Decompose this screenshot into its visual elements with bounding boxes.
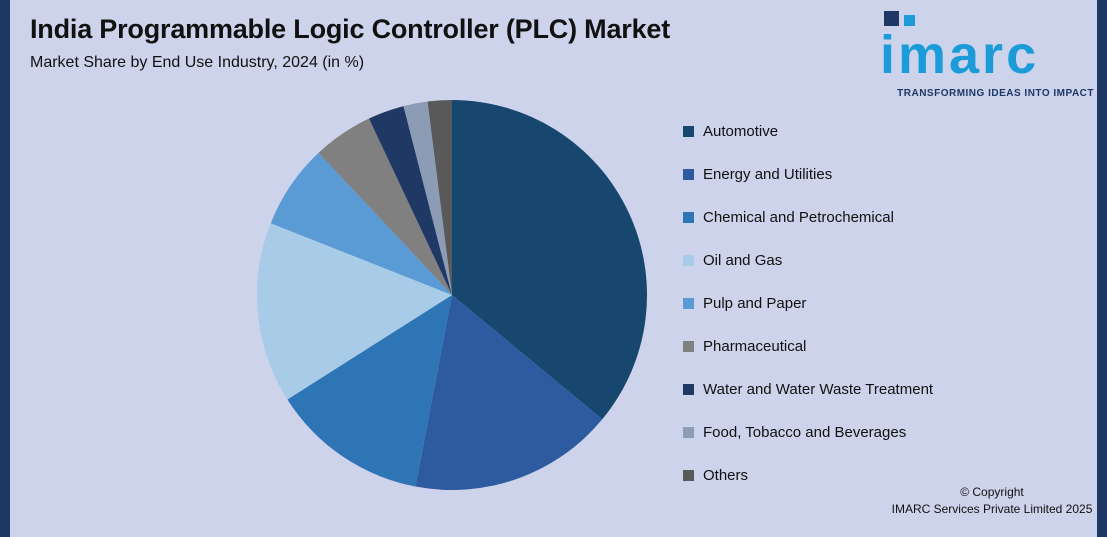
legend-item-8: Others xyxy=(683,454,933,497)
legend-swatch-icon xyxy=(683,126,694,137)
copyright-line2: IMARC Services Private Limited 2025 xyxy=(891,502,1093,517)
pie-slice-6 xyxy=(368,106,452,295)
imarc-logo: imarc TRANSFORMING IDEAS INTO IMPACT xyxy=(880,10,1094,99)
legend-label: Chemical and Petrochemical xyxy=(703,209,894,226)
legend-swatch-icon xyxy=(683,212,694,223)
pie-slice-1 xyxy=(415,295,603,491)
legend-label: Water and Water Waste Treatment xyxy=(703,381,934,398)
legend-label: Others xyxy=(703,467,749,484)
legend-item-1: Energy and Utilities xyxy=(683,153,933,196)
left-edge-bar xyxy=(0,0,10,537)
legend-swatch-icon xyxy=(683,470,694,481)
legend-swatch-icon xyxy=(683,341,694,352)
legend-item-6: Water and Water Waste Treatment xyxy=(683,368,933,411)
chart-legend: Automotive Energy and Utilities Chemical a… xyxy=(683,110,933,497)
legend-label: Pulp and Paper xyxy=(703,295,807,312)
legend-swatch-icon xyxy=(683,169,694,180)
legend-label: Automotive xyxy=(703,123,779,140)
legend-label: Food, Tobacco and Beverages xyxy=(703,424,907,441)
page-subtitle: Market Share by End Use Industry, 2024 (… xyxy=(30,54,365,71)
page-title: India Programmable Logic Controller (PLC… xyxy=(30,14,670,44)
logo-squares-icon xyxy=(884,10,1094,26)
legend-label: Oil and Gas xyxy=(703,252,783,269)
logo-tagline: TRANSFORMING IDEAS INTO IMPACT xyxy=(897,88,1094,99)
legend-item-2: Chemical and Petrochemical xyxy=(683,196,933,239)
pie-slice-3 xyxy=(256,223,452,400)
pie-slice-5 xyxy=(318,118,452,295)
pie-slice-7 xyxy=(403,101,452,295)
legend-item-7: Food, Tobacco and Beverages xyxy=(683,411,933,454)
legend-item-5: Pharmaceutical xyxy=(683,325,933,368)
right-edge-bar xyxy=(1097,0,1107,537)
pie-slice-0 xyxy=(452,100,648,420)
pie-chart xyxy=(252,95,652,495)
pie-slice-8 xyxy=(427,100,452,295)
header: India Programmable Logic Controller (PLC… xyxy=(30,14,670,72)
pie-slice-4 xyxy=(270,152,452,295)
legend-item-0: Automotive xyxy=(683,110,933,153)
logo-cyan-square-icon xyxy=(904,15,915,26)
legend-label: Pharmaceutical xyxy=(703,338,807,355)
logo-wordmark: imarc xyxy=(880,25,1040,85)
copyright-line1: © Copyright xyxy=(960,485,1024,499)
legend-swatch-icon xyxy=(683,255,694,266)
legend-swatch-icon xyxy=(683,427,694,438)
legend-swatch-icon xyxy=(683,384,694,395)
legend-label: Energy and Utilities xyxy=(703,166,833,183)
legend-item-4: Pulp and Paper xyxy=(683,282,933,325)
pie-chart-svg xyxy=(256,100,648,491)
legend-swatch-icon xyxy=(683,298,694,309)
pie-slice-2 xyxy=(287,295,452,487)
copyright-block: © Copyright IMARC Services Private Limit… xyxy=(886,484,1098,519)
legend-item-3: Oil and Gas xyxy=(683,239,933,282)
logo-navy-square-icon xyxy=(884,11,899,26)
